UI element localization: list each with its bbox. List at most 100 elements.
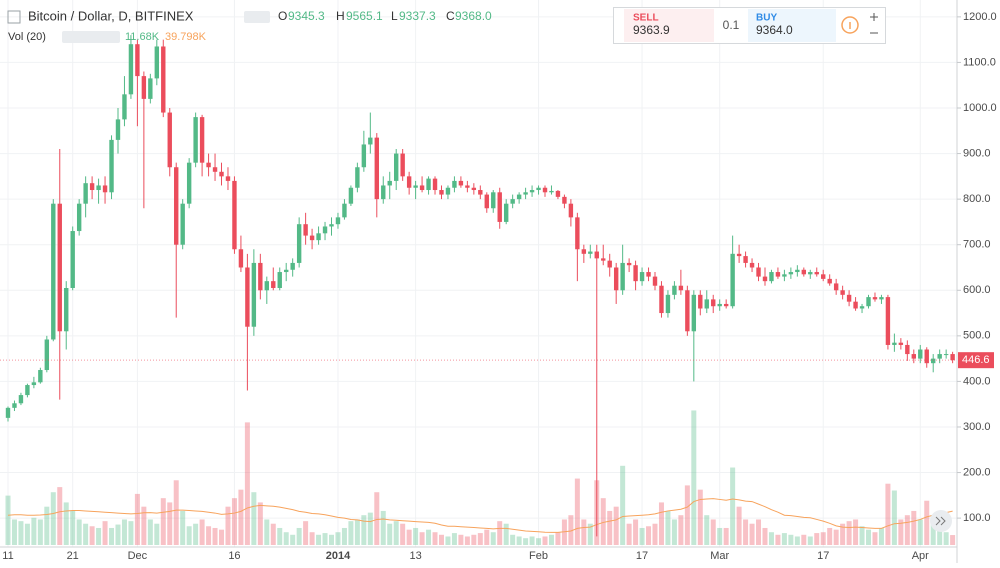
scroll-right-icon — [935, 516, 946, 526]
candle-body — [613, 267, 619, 291]
candle-body — [342, 203, 347, 218]
y-tick-label: 700.0 — [963, 239, 991, 251]
volume-bar — [96, 527, 102, 545]
volume-bar — [950, 535, 956, 545]
candle-body — [620, 262, 625, 291]
spread: 0.1 — [723, 18, 740, 32]
buy-button[interactable] — [748, 9, 836, 42]
volume-bar — [393, 521, 399, 545]
candle-body — [833, 283, 839, 291]
candle-body — [258, 262, 263, 291]
volume-bar — [18, 521, 24, 545]
candle-body — [704, 299, 709, 309]
volume-bar — [904, 515, 910, 545]
volume-value: 11.68K — [125, 31, 160, 43]
legend-buttons[interactable] — [62, 31, 120, 43]
y-tick-label: 800.0 — [963, 193, 991, 205]
volume-bar — [749, 523, 755, 545]
candle-body — [484, 194, 489, 209]
candle-body — [180, 203, 185, 245]
scroll-right-button[interactable] — [930, 510, 952, 532]
volume-bar — [768, 532, 774, 545]
legend-buttons[interactable] — [244, 11, 270, 23]
volume-bar — [458, 534, 464, 545]
candle-body — [161, 46, 166, 113]
volume-bar — [193, 523, 199, 545]
volume-bar — [231, 498, 237, 545]
volume-bar — [37, 519, 43, 545]
candle-body — [562, 196, 567, 204]
info-icon[interactable] — [841, 16, 859, 34]
volume-bar — [413, 527, 419, 545]
volume-bar — [911, 510, 917, 545]
candle-body — [853, 301, 858, 309]
volume-bar — [83, 523, 89, 545]
sell-button[interactable] — [624, 9, 714, 42]
candle-body — [458, 180, 464, 186]
candle-body — [736, 253, 742, 257]
candle-body — [245, 267, 250, 327]
volume-bar — [322, 533, 328, 545]
trade-widget: SELL 9363.9 0.1 BUY 9364.0 — [613, 7, 886, 44]
symbol-title: Bitcoin / Dollar, D, BITFINEX — [28, 8, 194, 23]
candle-body — [167, 112, 172, 168]
volume-bar — [613, 506, 619, 545]
candle-body — [659, 285, 664, 314]
volume-bar — [212, 527, 218, 545]
volume-bar — [121, 519, 127, 545]
candle-body — [413, 185, 418, 188]
ohlc-label: O — [278, 9, 287, 23]
candle-body — [491, 192, 496, 209]
ohlc-value: 9337.3 — [399, 9, 436, 23]
volume-bar — [160, 498, 166, 545]
candle-body — [148, 78, 153, 99]
volume-bar — [833, 529, 839, 545]
volume-bar — [167, 502, 173, 545]
volume-bar — [316, 534, 322, 545]
volume-bar — [924, 500, 930, 545]
y-tick-label: 300.0 — [963, 421, 991, 433]
candle-body — [523, 192, 528, 195]
candle-body — [691, 294, 697, 332]
candle-body — [70, 231, 75, 288]
candle-body — [387, 180, 392, 186]
candle-body — [950, 354, 955, 361]
y-tick-label: 1100.0 — [963, 56, 996, 68]
volume-bar — [891, 490, 897, 545]
volume-bar — [658, 502, 664, 545]
volume-bar — [219, 529, 225, 545]
candle-body — [186, 162, 192, 204]
volume-bar — [303, 521, 309, 545]
collapse-icon[interactable] — [7, 10, 21, 24]
ohlc-value: 9368.0 — [455, 9, 492, 23]
sell-label: SELL — [633, 13, 659, 24]
volume-bar — [471, 534, 477, 545]
volume-bar — [76, 519, 82, 545]
volume-bar — [490, 532, 496, 545]
volume-bar — [329, 534, 334, 545]
volume-bar — [866, 529, 872, 545]
candle-body — [892, 342, 897, 345]
candle-body — [510, 199, 515, 204]
x-tick-label: 11 — [2, 550, 13, 562]
volume-bar — [225, 506, 231, 545]
volume-pane — [5, 410, 956, 545]
candle-body — [25, 385, 30, 396]
volume-bar — [419, 532, 425, 545]
y-tick-label: 500.0 — [963, 330, 991, 342]
volume-bar — [878, 527, 884, 545]
candle-body — [795, 269, 800, 273]
volume-bar — [684, 485, 690, 545]
candle-body — [924, 349, 929, 364]
volume-bar — [568, 515, 574, 545]
candle-body — [115, 119, 121, 140]
candle-body — [594, 251, 599, 259]
candle-body — [872, 297, 878, 300]
volume-bar — [70, 510, 76, 545]
candle-body — [943, 354, 949, 356]
candle-body — [419, 185, 425, 191]
volume-bar — [5, 495, 11, 545]
candle-body — [381, 185, 386, 200]
volume-bar — [555, 532, 561, 545]
